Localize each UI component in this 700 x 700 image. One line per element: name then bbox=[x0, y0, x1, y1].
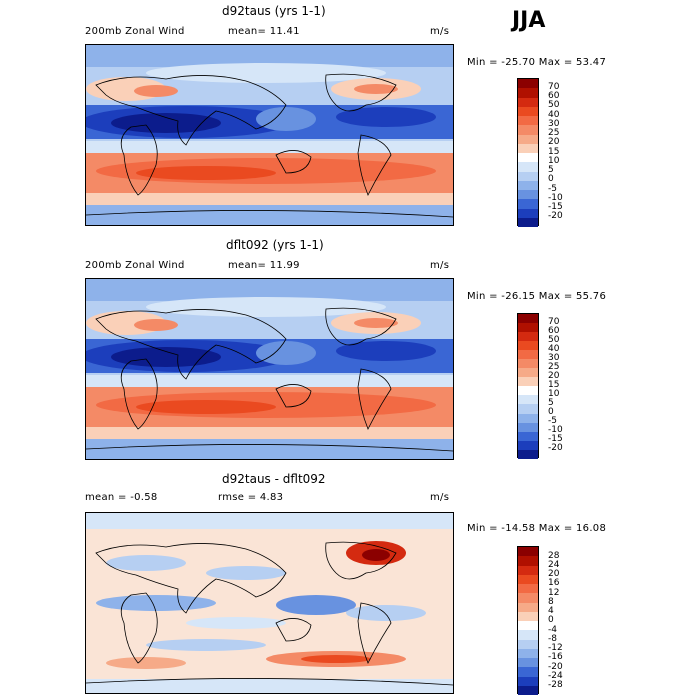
panel-1-min-max: Min = -25.70 Max = 53.47 bbox=[467, 57, 607, 68]
colorbar-level: -20 bbox=[548, 211, 563, 221]
colorbar-level: 70 bbox=[548, 82, 560, 92]
colorbar-level: 40 bbox=[548, 344, 560, 354]
colorbar-level: 0 bbox=[548, 174, 554, 184]
colorbar-level: 50 bbox=[548, 335, 560, 345]
colorbar-level: -28 bbox=[548, 680, 563, 690]
colorbar-level: 8 bbox=[548, 597, 554, 607]
colorbar-level: 10 bbox=[548, 389, 560, 399]
colorbar-level: -4 bbox=[548, 625, 557, 635]
colorbar-level: 20 bbox=[548, 137, 560, 147]
colorbar-level: 5 bbox=[548, 398, 554, 408]
colorbar-level: 10 bbox=[548, 156, 560, 166]
colorbar-level: -16 bbox=[548, 652, 563, 662]
panel-3-units: m/s bbox=[430, 492, 450, 503]
colorbar-level: 60 bbox=[548, 326, 560, 336]
panel-2-field-label: 200mb Zonal Wind bbox=[85, 260, 185, 271]
panel-2-units: m/s bbox=[430, 260, 450, 271]
panel-1-field-label: 200mb Zonal Wind bbox=[85, 26, 185, 37]
panel-3-colorbar bbox=[517, 546, 539, 695]
panel-1-title: d92taus (yrs 1-1) bbox=[222, 4, 326, 18]
colorbar-level: -20 bbox=[548, 443, 563, 453]
colorbar-level: -12 bbox=[548, 643, 563, 653]
panel-3-title: d92taus - dflt092 bbox=[222, 472, 326, 486]
season-label: JJA bbox=[512, 8, 546, 33]
panel-3-map bbox=[85, 512, 454, 694]
panel-1-map bbox=[85, 44, 454, 226]
panel-3-min-max: Min = -14.58 Max = 16.08 bbox=[467, 523, 607, 534]
colorbar-level: 60 bbox=[548, 91, 560, 101]
colorbar-level: 15 bbox=[548, 380, 560, 390]
colorbar-level: 0 bbox=[548, 615, 554, 625]
colorbar-level: 20 bbox=[548, 569, 560, 579]
colorbar-level: 5 bbox=[548, 165, 554, 175]
colorbar-level: 15 bbox=[548, 147, 560, 157]
colorbar-level: 12 bbox=[548, 588, 560, 598]
colorbar-level: 28 bbox=[548, 551, 560, 561]
colorbar-level: 20 bbox=[548, 371, 560, 381]
colorbar-level: -20 bbox=[548, 662, 563, 672]
panel-2-title: dflt092 (yrs 1-1) bbox=[226, 238, 324, 252]
colorbar-level: 4 bbox=[548, 606, 554, 616]
colorbar-level: -24 bbox=[548, 671, 563, 681]
colorbar-level: 24 bbox=[548, 560, 560, 570]
colorbar-level: 30 bbox=[548, 353, 560, 363]
colorbar-level: 25 bbox=[548, 128, 560, 138]
colorbar-level: -5 bbox=[548, 416, 557, 426]
panel-3-rmse: rmse = 4.83 bbox=[218, 492, 284, 503]
panel-2-min-max: Min = -26.15 Max = 55.76 bbox=[467, 291, 607, 302]
panel-1-units: m/s bbox=[430, 26, 450, 37]
colorbar-level: 30 bbox=[548, 119, 560, 129]
colorbar-level: 50 bbox=[548, 100, 560, 110]
panel-3-mean: mean = -0.58 bbox=[85, 492, 158, 503]
panel-1-colorbar bbox=[517, 78, 539, 227]
colorbar-level: -15 bbox=[548, 202, 563, 212]
panel-2-colorbar bbox=[517, 313, 539, 459]
colorbar-level: 16 bbox=[548, 578, 560, 588]
panel-3-coastlines bbox=[86, 541, 453, 686]
colorbar-level: -10 bbox=[548, 425, 563, 435]
colorbar-level: 40 bbox=[548, 110, 560, 120]
colorbar-level: -8 bbox=[548, 634, 557, 644]
panel-1-mean: mean= 11.41 bbox=[228, 26, 300, 37]
colorbar-level: -15 bbox=[548, 434, 563, 444]
colorbar-level: 0 bbox=[548, 407, 554, 417]
colorbar-level: -10 bbox=[548, 193, 563, 203]
colorbar-level: 25 bbox=[548, 362, 560, 372]
colorbar-level: -5 bbox=[548, 184, 557, 194]
panel-2-coastlines bbox=[86, 307, 453, 452]
colorbar-level: 70 bbox=[548, 317, 560, 327]
panel-1-coastlines bbox=[86, 73, 453, 218]
panel-2-map bbox=[85, 278, 454, 460]
panel-2-mean: mean= 11.99 bbox=[228, 260, 300, 271]
